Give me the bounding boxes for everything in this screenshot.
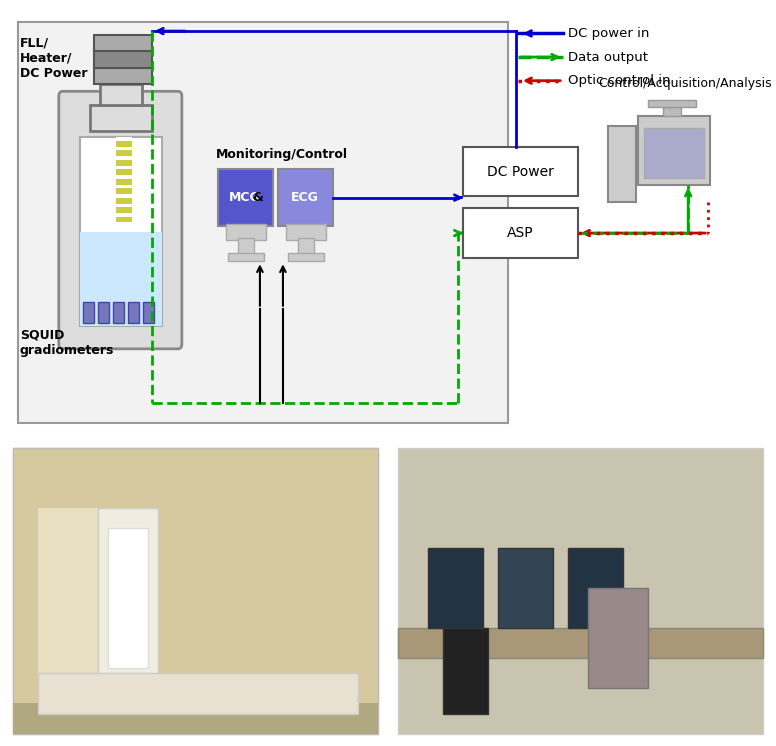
Bar: [116, 204, 132, 207]
Text: DC Power: DC Power: [487, 165, 553, 178]
Bar: [94, 68, 152, 84]
Bar: [116, 141, 132, 147]
FancyBboxPatch shape: [59, 91, 182, 349]
Bar: [12, 448, 378, 733]
Bar: [116, 175, 132, 179]
Text: Control/Acquisition/Analysis: Control/Acquisition/Analysis: [598, 77, 772, 90]
Bar: [648, 99, 696, 107]
Bar: [128, 301, 139, 323]
Text: &: &: [253, 191, 268, 204]
Bar: [644, 128, 704, 178]
Bar: [116, 147, 132, 151]
FancyBboxPatch shape: [18, 22, 508, 423]
Bar: [38, 674, 358, 713]
Bar: [568, 548, 623, 628]
FancyBboxPatch shape: [638, 116, 710, 184]
Bar: [226, 224, 266, 240]
Text: ECG: ECG: [291, 191, 319, 204]
Bar: [116, 213, 132, 216]
Bar: [116, 179, 132, 184]
FancyBboxPatch shape: [80, 137, 162, 327]
Bar: [663, 107, 681, 116]
Bar: [116, 137, 132, 141]
Bar: [116, 166, 132, 169]
Bar: [298, 238, 314, 254]
Text: Optic control in: Optic control in: [568, 74, 670, 87]
Bar: [143, 301, 154, 323]
Bar: [286, 224, 326, 240]
Text: MCG: MCG: [229, 191, 261, 204]
Bar: [588, 589, 648, 689]
Bar: [288, 253, 324, 261]
Bar: [116, 198, 132, 204]
Bar: [94, 51, 152, 68]
Text: DC power in: DC power in: [568, 27, 650, 40]
Bar: [116, 151, 132, 157]
Bar: [116, 184, 132, 188]
Bar: [98, 301, 109, 323]
Bar: [116, 216, 132, 222]
Bar: [98, 508, 158, 689]
Bar: [113, 301, 124, 323]
Bar: [238, 238, 254, 254]
Bar: [38, 508, 118, 709]
Text: ASP: ASP: [507, 226, 533, 240]
Bar: [116, 188, 132, 194]
Bar: [116, 169, 132, 175]
Text: Monitoring/Control: Monitoring/Control: [216, 148, 348, 161]
Bar: [116, 157, 132, 160]
FancyBboxPatch shape: [218, 169, 273, 226]
Bar: [428, 548, 483, 628]
Bar: [443, 628, 488, 713]
Bar: [228, 253, 264, 261]
Bar: [116, 160, 132, 166]
Bar: [116, 194, 132, 198]
Bar: [90, 105, 152, 131]
Bar: [398, 448, 764, 733]
Bar: [116, 207, 132, 213]
Text: SQUID
gradiometers: SQUID gradiometers: [19, 329, 114, 357]
Bar: [108, 528, 148, 668]
Text: FLL/
Heater/
DC Power: FLL/ Heater/ DC Power: [19, 37, 87, 80]
Bar: [100, 84, 142, 105]
FancyBboxPatch shape: [278, 169, 333, 226]
Bar: [12, 703, 378, 733]
Bar: [80, 232, 162, 327]
Text: Data output: Data output: [568, 51, 648, 63]
Bar: [398, 628, 764, 659]
Bar: [83, 301, 94, 323]
Bar: [498, 548, 553, 628]
Bar: [12, 448, 378, 733]
Bar: [608, 125, 636, 202]
Bar: [94, 34, 152, 51]
FancyBboxPatch shape: [463, 208, 578, 258]
FancyBboxPatch shape: [463, 147, 578, 196]
